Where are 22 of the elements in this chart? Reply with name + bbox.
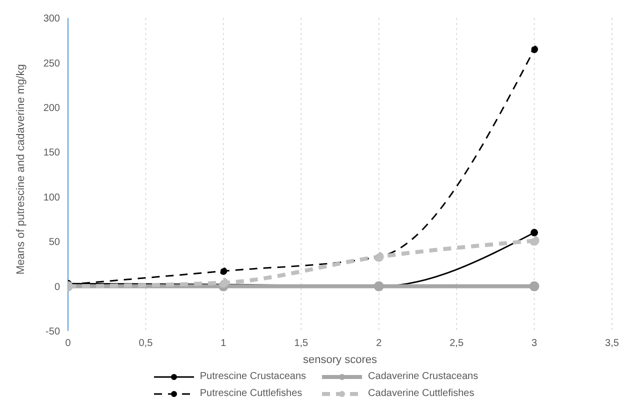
x-tick-label: 2 <box>376 338 382 350</box>
y-axis-title: Means of putrescine and cadaverine mg/kg <box>14 64 27 274</box>
y-tick-label: 200 <box>43 102 60 114</box>
legend-label: Putrescine Cuttlefishes <box>200 388 302 399</box>
x-tick-label: 0,5 <box>138 338 154 350</box>
y-tick-label: 300 <box>43 14 60 25</box>
y-tick-label: 50 <box>48 237 60 248</box>
x-axis-title: sensory scores <box>303 354 378 366</box>
legend-label: Putrescine Crustaceans <box>200 371 306 382</box>
y-tick-label: 0 <box>54 282 60 293</box>
y-tick-label: 100 <box>43 192 60 204</box>
x-tick-label: 3 <box>532 338 538 350</box>
x-tick-label: 2,5 <box>450 338 464 350</box>
x-tick-label: 3,5 <box>605 338 620 350</box>
legend-label: Cadaverine Cuttlefishes <box>368 388 474 399</box>
x-tick-label: 1,5 <box>294 338 309 350</box>
y-tick-label: -50 <box>46 326 60 338</box>
y-tick-label: 150 <box>43 148 60 159</box>
x-tick-label: 1 <box>220 338 227 350</box>
x-tick-label: 0 <box>65 338 72 350</box>
legend-label: Cadaverine Crustaceans <box>368 371 478 382</box>
y-tick-label: 250 <box>43 58 60 70</box>
